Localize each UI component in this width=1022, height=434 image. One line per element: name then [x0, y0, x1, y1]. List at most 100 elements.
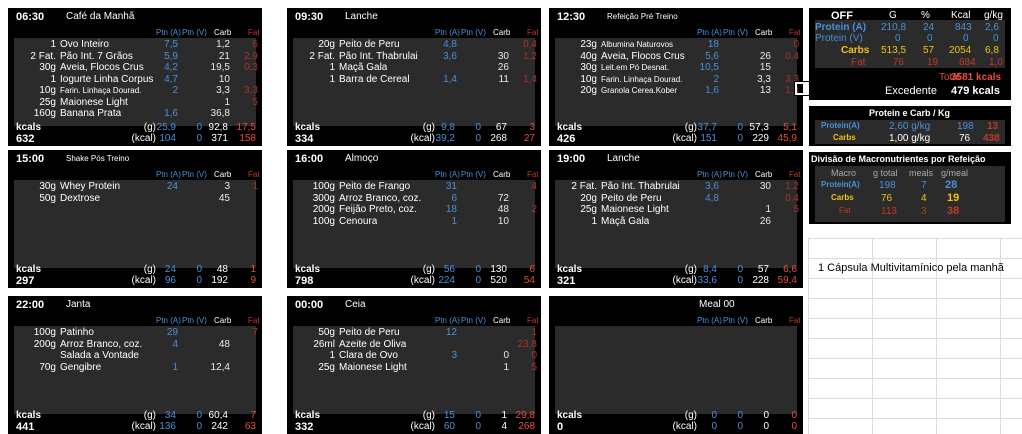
supplement-note: 1 Cápsula Multivitamínico pela manhã	[818, 262, 1004, 274]
summary-carbs-kcal: 2054	[949, 45, 972, 56]
grams-unit: (g)	[143, 410, 156, 421]
total-g-ptnv: 0	[737, 264, 743, 275]
food-row[interactable]: 10g Farin. Linhaça Dourad. 2 3,3 3,3	[14, 85, 258, 96]
food-name: Peito de Peru	[601, 192, 662, 204]
food-row[interactable]: 50g Dextrose 45	[14, 193, 256, 204]
total-kcal-fat: 158	[239, 133, 256, 144]
pc-protein-a: 198	[957, 121, 974, 132]
food-qty: 50g	[39, 192, 56, 204]
food-carb: 26	[759, 215, 771, 227]
food-ptn-a: 1,4	[443, 73, 457, 85]
food-name: Clara de Ovo	[339, 350, 398, 361]
food-row[interactable]: 40g Aveia, Flocos Crus 5,6 26 0,4	[555, 51, 799, 62]
food-row[interactable]: 200g Arroz Branco, coz. 4 48	[14, 339, 256, 350]
column-header-fat: Fat	[248, 28, 260, 37]
food-fat: 0	[531, 350, 537, 361]
food-row[interactable]: 20g Peito de Peru 4,8 0,4	[555, 192, 799, 204]
food-row[interactable]: 30g Whey Protein 24 3 1	[14, 181, 258, 192]
food-row[interactable]: 23g Albumina Naturovos 18 0	[555, 39, 799, 50]
total-kcal-ptn: 136	[159, 421, 176, 432]
food-name: Patinho	[60, 327, 94, 338]
food-row[interactable]: 1 Iogurte Linha Corpus 4,7 10	[14, 74, 256, 85]
meal-panel: Meal 00 Ptn (A) Ptn (V) Carb Fat kcals 0 (g) (kc…	[549, 296, 803, 434]
summary-protein-a-g: 210,8	[881, 22, 907, 33]
total-kcal-fat: 54	[523, 275, 535, 286]
food-qty: 25g	[39, 96, 56, 108]
food-qty: 1	[329, 350, 335, 361]
md-fat-meals: 3	[921, 206, 927, 217]
food-row[interactable]: 2 Fat. Pão Int. 7 Grãos 5,9 21 2,9	[14, 51, 258, 62]
kcal-unit: (kcal)	[410, 421, 435, 432]
food-row[interactable]: 25g Maionese Light 1 5	[555, 204, 799, 215]
meal-panel: 06:30 Café da Manhã Ptn (A) Ptn (V) Carb Fat 1…	[8, 8, 262, 146]
food-row[interactable]: 1 Ovo Inteiro 7,5 1,2 6	[14, 39, 258, 50]
md-protein-gmeal: 28	[945, 179, 958, 191]
meal-name: Janta	[66, 299, 91, 310]
food-name: Arroz Branco, coz.	[60, 338, 143, 350]
food-row[interactable]: Salada a Vontade	[14, 350, 256, 361]
food-row[interactable]: 160g Banana Prata 1,6 36,8	[14, 108, 256, 119]
food-row[interactable]: 1 Maçã Gala 26	[555, 216, 797, 227]
summary-fat-pct: 19	[927, 57, 939, 68]
food-row[interactable]: 30g Aveia, Flocos Crus 4,2 19,5 0,3	[14, 62, 258, 73]
food-row[interactable]: 1 Clara de Ovo 3 0 0	[293, 350, 537, 361]
food-carb: 1	[765, 204, 771, 215]
food-name: Whey Protein	[60, 181, 121, 192]
food-ptn-a: 18	[445, 204, 457, 215]
meal-totals: kcals 332 (g) (kcal) 15 60 0 0 1 4 29,8 268	[287, 408, 541, 434]
food-row[interactable]: 2 Fat. Pão Int. Thabrulai 3,6 30 1,2	[293, 50, 537, 62]
cell-selection[interactable]	[794, 81, 810, 96]
kcals-label: kcals	[295, 122, 321, 133]
food-fat: 1	[531, 327, 537, 338]
food-row[interactable]: 100g Cenoura 1 10	[293, 216, 535, 227]
food-row[interactable]: 26ml Azeite de Oliva 23,8	[293, 339, 537, 350]
food-row[interactable]: 1 Maçã Gala 26	[293, 62, 535, 73]
food-row[interactable]: 100g Peito de Frango 31 4	[293, 181, 537, 192]
md-carbs-label: Carbs	[831, 193, 854, 202]
food-row[interactable]: 25g Maionese Light 1 5	[293, 361, 537, 373]
meal-kcal-total: 321	[557, 275, 576, 287]
food-row[interactable]: 2 Fat. Pão Int. Thabrulai 3,6 30 1,2	[555, 181, 799, 192]
total-g-ptnv: 0	[475, 122, 481, 133]
food-row[interactable]: 20g Peito de Peru 4,8 0,4	[293, 39, 537, 50]
food-row[interactable]: 70g Gengibre 1 12,4	[14, 362, 256, 373]
food-name: Maionese Light	[339, 361, 407, 373]
food-ptn-a: 3,6	[443, 50, 457, 62]
total-g-carb: 57,3	[749, 122, 769, 133]
summary-fat-gkg: 1,0	[989, 57, 1003, 68]
food-row[interactable]: 25g Maionese Light 1 5	[14, 96, 258, 108]
total-kcal-carb: 520	[490, 275, 507, 286]
food-row[interactable]: 20g Granola Cerea.Kober 1,6 13 1,4	[555, 85, 799, 96]
food-name: Maionese Light	[60, 96, 128, 108]
food-row[interactable]: 1 Barra de Cereal 1,4 11 1,4	[293, 73, 537, 85]
food-name: Maçã Gala	[339, 62, 388, 73]
food-row[interactable]: 300g Arroz Branco, coz. 6 72	[293, 193, 535, 204]
food-name: Peito de Peru	[339, 39, 400, 50]
food-qty: 100g	[33, 327, 56, 338]
food-carb: 26	[497, 62, 509, 73]
food-list: 30g Whey Protein 24 3 1 50g Dextrose 45	[14, 180, 258, 268]
food-fat: 5	[252, 96, 258, 108]
food-row[interactable]: 10g Farin. Linhaça Dourad. 2 3,3 3,3	[555, 74, 799, 85]
md-carbs-gmeal: 19	[947, 192, 960, 204]
column-header-ptn_a: Ptn (A)	[435, 28, 460, 37]
total-kcal-fat: 45,9	[777, 133, 797, 144]
total-kcal-carb: 4	[501, 421, 507, 432]
column-header-ptn_v: Ptn (V)	[182, 170, 207, 179]
pc-protein-value: 2,60 g/kg	[889, 121, 931, 132]
total-kcal-fat: 268	[518, 421, 535, 432]
food-row[interactable]: 50g Peito de Peru 12 1	[293, 327, 537, 338]
food-row[interactable]: 200g Feijão Preto, coz. 18 48 2	[293, 204, 537, 215]
food-ptn-a: 4	[172, 338, 178, 350]
food-name: Gengibre	[60, 361, 102, 373]
meal-name: Refeição Pré Treino	[607, 12, 678, 21]
food-name: Ovo Inteiro	[60, 39, 109, 50]
macro-division-panel: Divisão de Macronutrientes por Refeição …	[809, 152, 1011, 224]
food-ptn-a: 1	[451, 215, 457, 227]
food-qty: 1	[329, 73, 335, 85]
food-row[interactable]: 100g Patinho 29 7	[14, 327, 258, 338]
column-header-fat: Fat	[527, 170, 539, 179]
food-row[interactable]: 30g Leit.em Pó Desnat. 10,5 15	[555, 62, 797, 73]
meal-totals: kcals 798 (g) (kcal) 56 224 0 0 130 520 6 54	[287, 262, 541, 288]
total-kcal-carb: 0	[763, 421, 769, 432]
